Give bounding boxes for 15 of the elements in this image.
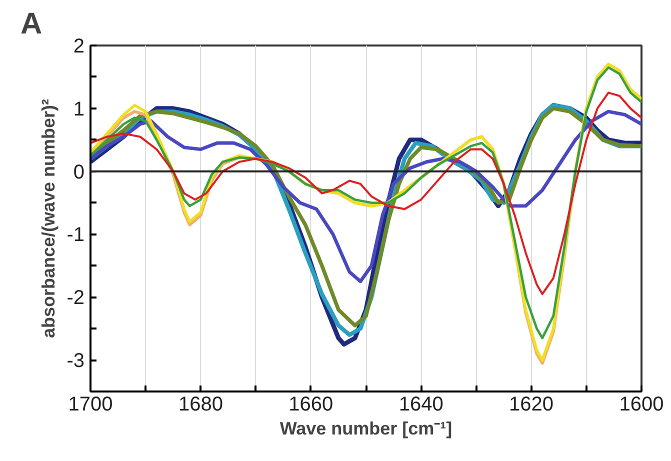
x-tick-label: 1620 [509, 394, 554, 416]
y-tick-label: -3 [66, 350, 85, 372]
x-tick-label: 1680 [178, 394, 223, 416]
y-tick-label: -2 [66, 287, 85, 310]
y-tick-label: 0 [73, 161, 84, 184]
y-tick-label: 1 [73, 98, 84, 120]
y-tick-label: -1 [66, 224, 85, 246]
x-tick-label: 1600 [619, 394, 664, 416]
x-tick-label: 1700 [68, 394, 113, 416]
x-tick-label: 1660 [288, 394, 334, 416]
y-axis-title: absorbance/(wave number)² [38, 98, 59, 338]
x-tick-label: 1640 [398, 394, 444, 416]
chart-title: A [20, 8, 42, 40]
x-axis-title: Wave number [cm⁻¹] [280, 418, 452, 438]
y-tick-label: 2 [73, 36, 84, 58]
